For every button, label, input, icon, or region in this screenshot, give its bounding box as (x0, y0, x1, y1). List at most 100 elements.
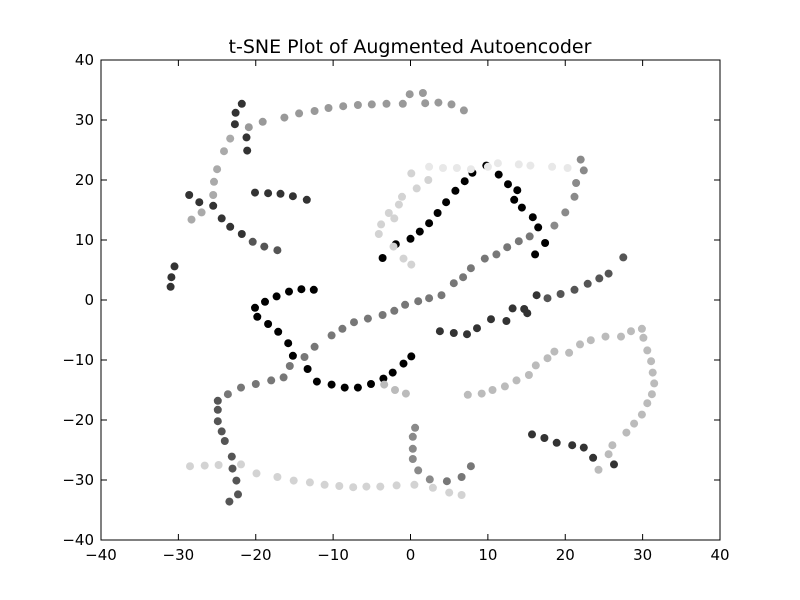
data-point-s0-2 (406, 234, 415, 243)
data-point-s4-7 (408, 432, 417, 441)
data-point-s3-24 (514, 237, 523, 246)
data-point-s1-5 (209, 201, 218, 210)
data-point-s3-6 (300, 353, 309, 361)
data-point-s5-12 (434, 98, 443, 107)
data-point-s4-11 (425, 475, 434, 484)
data-point-s3-2 (251, 380, 260, 388)
data-point-s3-4 (279, 373, 288, 382)
data-point-s8-19 (377, 220, 386, 229)
data-point-s8-22 (390, 214, 399, 223)
data-point-s5-0 (244, 123, 253, 132)
data-point-s9-1 (439, 164, 447, 172)
data-point-s0-6 (442, 198, 451, 207)
data-point-s7-18 (637, 324, 646, 333)
data-point-s0-34 (340, 383, 349, 392)
data-point-s3-28 (442, 477, 451, 486)
data-point-s0-36 (367, 380, 375, 388)
data-point-s3-25 (525, 232, 534, 241)
data-point-s7-23 (650, 379, 659, 388)
data-point-s7-13 (576, 340, 584, 349)
data-point-s2-11 (234, 490, 242, 499)
data-point-s2-10 (232, 476, 241, 485)
data-point-s0-0 (378, 254, 387, 262)
data-point-s0-40 (407, 352, 416, 361)
data-point-s8-8 (320, 480, 329, 489)
data-point-s4-4 (579, 166, 588, 175)
data-point-s3-17 (437, 291, 446, 300)
data-point-s3-1 (237, 383, 245, 392)
data-point-s6-4 (213, 165, 222, 174)
plot-area (101, 60, 720, 540)
data-point-s8-25 (407, 260, 416, 269)
data-point-s7-1 (391, 386, 399, 394)
data-point-s3-20 (466, 264, 475, 273)
data-point-s2-5 (213, 417, 222, 426)
data-point-s7-12 (565, 348, 574, 357)
data-point-s3-5 (285, 362, 294, 370)
data-point-s1-0 (166, 282, 175, 291)
data-point-s7-9 (531, 361, 540, 370)
data-point-s1-10 (264, 189, 273, 198)
data-point-s2-0 (248, 237, 257, 246)
data-point-s0-20 (251, 303, 259, 312)
data-point-s7-11 (550, 347, 559, 356)
data-point-s2-16 (583, 279, 592, 288)
data-point-s0-17 (534, 223, 543, 232)
data-point-s8-5 (273, 473, 282, 481)
data-point-s0-4 (425, 219, 434, 228)
data-point-s8-29 (407, 169, 416, 178)
data-point-s3-21 (480, 254, 489, 263)
data-point-s1-35 (532, 291, 541, 300)
data-point-s3-27 (457, 473, 466, 481)
data-point-s9-7 (526, 161, 535, 170)
data-point-s2-8 (227, 452, 236, 461)
data-point-s0-32 (312, 377, 321, 386)
x-tick-label-6: 20 (556, 546, 575, 564)
data-point-s4-8 (408, 444, 417, 453)
data-point-s7-5 (488, 386, 497, 394)
data-point-s5-13 (447, 100, 456, 109)
y-tick-label-2: −20 (62, 411, 94, 429)
data-point-s6-0 (187, 215, 196, 224)
data-point-s5-2 (280, 113, 289, 122)
data-point-s0-27 (264, 320, 273, 328)
data-point-s1-3 (185, 191, 194, 199)
data-point-s1-25 (610, 460, 618, 469)
data-point-s8-1 (200, 461, 209, 470)
data-point-s7-7 (512, 376, 521, 385)
data-point-s0-30 (288, 351, 297, 360)
data-point-s4-0 (550, 221, 559, 230)
data-point-s8-17 (457, 491, 466, 499)
data-point-s2-9 (228, 464, 237, 473)
data-point-s4-10 (414, 466, 423, 475)
data-point-s0-16 (528, 213, 537, 222)
data-point-s0-29 (284, 339, 293, 348)
data-point-s2-15 (570, 285, 579, 294)
data-point-s1-26 (435, 327, 444, 336)
data-point-s0-26 (253, 312, 262, 321)
y-tick-label-4: 0 (84, 291, 94, 309)
data-point-s2-2 (273, 246, 282, 255)
data-point-s7-4 (477, 389, 486, 398)
data-point-s0-23 (285, 287, 293, 296)
data-point-s2-18 (604, 269, 613, 278)
x-tick-label-4: 0 (406, 546, 416, 564)
data-point-s3-18 (449, 279, 458, 288)
data-point-s3-9 (338, 324, 347, 333)
data-point-s8-24 (399, 254, 408, 263)
y-tick-label-6: 20 (75, 171, 94, 189)
x-tick-label-0: −40 (85, 546, 117, 564)
data-point-s7-10 (543, 354, 552, 363)
data-point-s8-11 (362, 482, 371, 491)
data-point-s1-2 (170, 262, 179, 271)
data-point-s7-16 (617, 332, 625, 341)
y-tick-label-1: −30 (62, 471, 94, 489)
data-point-s1-18 (243, 146, 252, 155)
data-point-s8-4 (252, 469, 261, 478)
data-point-s1-13 (302, 195, 311, 204)
data-point-s4-9 (408, 455, 417, 463)
x-tick-label-1: −30 (163, 546, 195, 564)
data-point-s8-26 (398, 192, 406, 201)
data-point-s0-37 (379, 374, 388, 383)
data-point-s2-4 (213, 405, 222, 414)
